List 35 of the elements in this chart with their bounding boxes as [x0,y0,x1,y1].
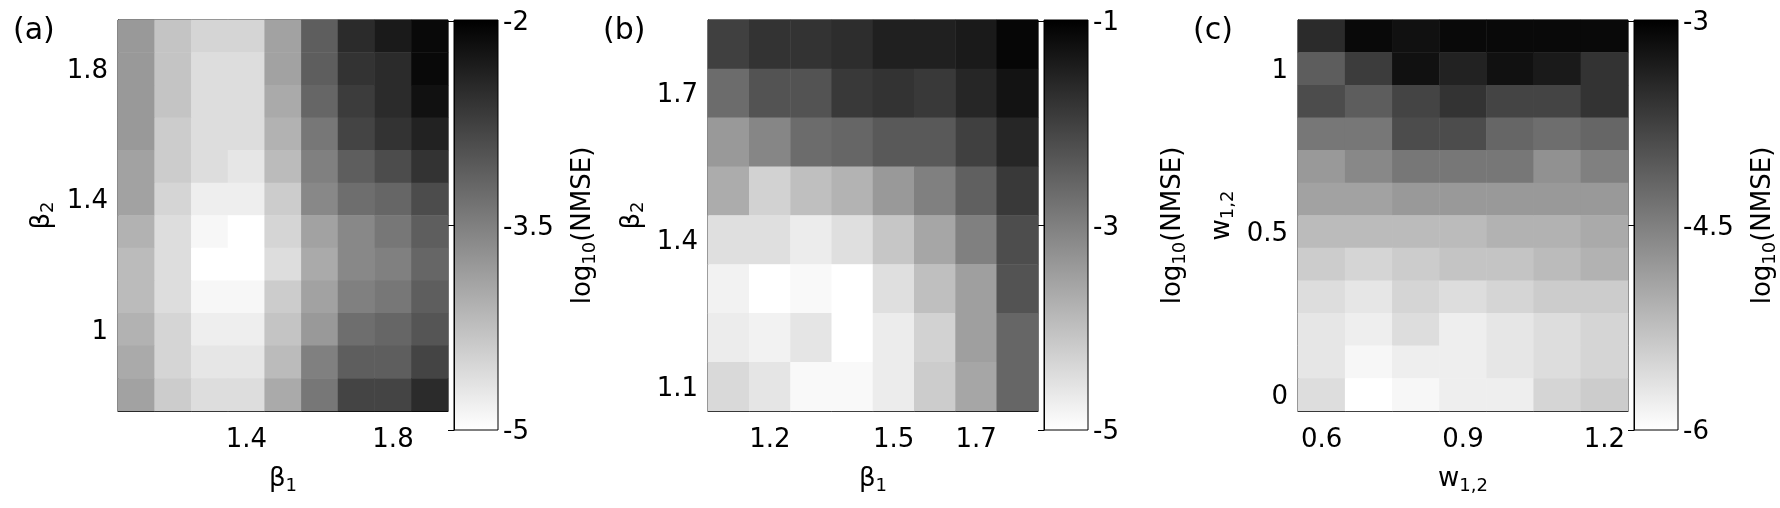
y-axis-title: β2 [614,201,648,230]
x-tick-label: 1.2 [749,423,791,453]
y-tick-label: 1.7 [656,78,698,109]
y-tick-label: 0.5 [1246,216,1288,247]
color-bar-title: log10(NMSE) [1746,146,1779,305]
color-bar-label: -2 [503,6,529,36]
y-tick-label: 1.8 [66,53,108,84]
y-tick-label: 1.4 [66,184,108,215]
color-bar-label: -3 [1093,210,1119,241]
chart-title: (b) [603,10,646,46]
x-tick-label: 1.2 [1583,423,1626,453]
x-tick-label: 0.9 [1442,423,1484,453]
color-bar-label: -3 [1683,6,1709,36]
x-tick-label: 1.4 [225,423,268,453]
x-tick-label: 1.8 [372,423,414,453]
y-tick-label: 1 [1271,53,1288,84]
y-tick-label: 0 [1271,379,1288,410]
chart-title: (c) [1193,10,1233,46]
x-tick-label: 1.7 [955,423,997,453]
y-tick-label: 1.1 [656,371,698,402]
x-tick-label: 1.5 [872,423,915,453]
color-bar-label: -5 [1093,415,1119,445]
color-bar-label: -4.5 [1683,210,1734,241]
color-bar-label: -5 [503,415,529,445]
y-tick-label: 1 [91,314,108,345]
y-axis-title: β2 [24,201,58,230]
y-tick-label: 1.4 [656,224,698,255]
color-bar-title: log10(NMSE) [566,146,599,305]
color-bar-title: log10(NMSE) [1156,146,1189,305]
color-bar-label: -6 [1683,415,1709,445]
chart-title: (a) [13,10,55,46]
color-bar-label: -1 [1093,6,1119,36]
y-axis-title: w1,2 [1204,190,1238,241]
color-bar-label: -3.5 [503,210,554,241]
x-tick-label: 0.6 [1300,423,1343,453]
